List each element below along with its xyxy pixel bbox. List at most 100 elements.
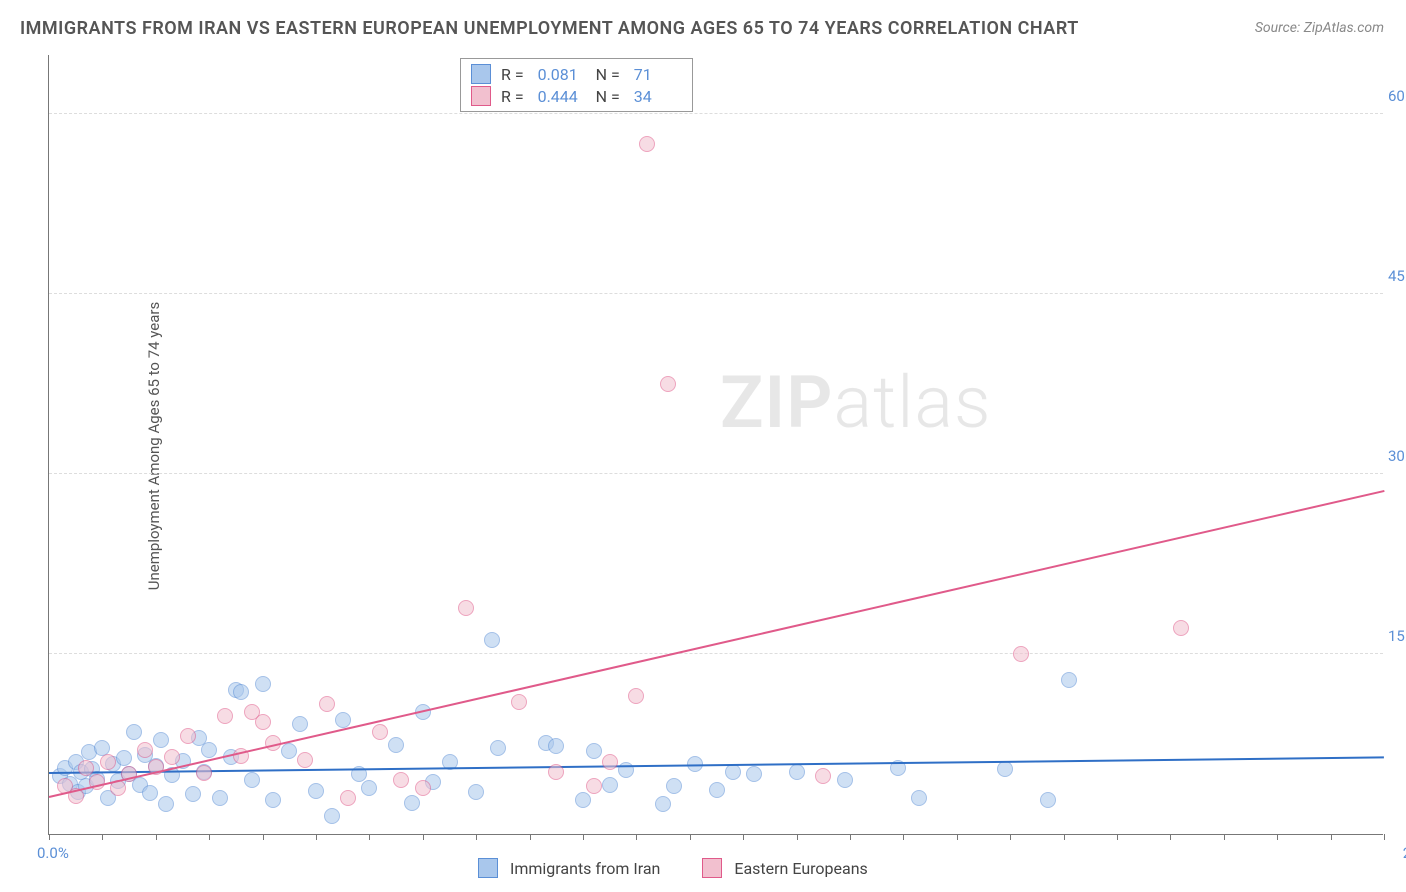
legend-stats: R = 0.081N = 71R = 0.444N = 34 <box>460 58 693 112</box>
x-tick <box>423 834 424 840</box>
y-tick-label: 60.0% <box>1388 87 1406 105</box>
x-tick <box>102 834 103 840</box>
grid-line <box>49 473 1383 474</box>
data-point <box>100 754 116 770</box>
data-point <box>340 790 356 806</box>
data-point <box>655 796 671 812</box>
data-point <box>404 795 420 811</box>
x-tick <box>903 834 904 840</box>
data-point <box>388 737 404 753</box>
y-tick-label: 45.0% <box>1388 267 1406 285</box>
x-tick <box>850 834 851 840</box>
data-point <box>639 136 655 152</box>
r-label: R = <box>501 87 528 106</box>
data-point <box>212 790 228 806</box>
grid-line <box>49 113 1383 114</box>
n-value: 71 <box>634 65 682 84</box>
x-tick <box>156 834 157 840</box>
x-tick <box>743 834 744 840</box>
x-tick <box>316 834 317 840</box>
x-tick <box>263 834 264 840</box>
data-point <box>789 764 805 780</box>
data-point <box>153 732 169 748</box>
data-point <box>164 749 180 765</box>
x-tick <box>1277 834 1278 840</box>
legend-swatch <box>478 858 498 878</box>
legend-series-name: Immigrants from Iran <box>510 859 660 878</box>
x-tick <box>1170 834 1171 840</box>
data-point <box>415 780 431 796</box>
trend-line <box>49 756 1384 774</box>
data-point <box>201 742 217 758</box>
data-point <box>116 750 132 766</box>
legend-swatch <box>471 86 491 106</box>
data-point <box>666 778 682 794</box>
data-point <box>484 632 500 648</box>
x-tick <box>369 834 370 840</box>
x-tick <box>476 834 477 840</box>
data-point <box>1040 792 1056 808</box>
data-point <box>233 684 249 700</box>
data-point <box>1173 620 1189 636</box>
data-point <box>361 780 377 796</box>
x-tick <box>583 834 584 840</box>
chart-title: IMMIGRANTS FROM IRAN VS EASTERN EUROPEAN… <box>20 18 1079 39</box>
data-point <box>372 724 388 740</box>
data-point <box>255 714 271 730</box>
data-point <box>815 768 831 784</box>
x-tick <box>49 834 50 840</box>
legend-row: R = 0.081N = 71 <box>471 63 682 85</box>
data-point <box>602 754 618 770</box>
y-tick-label: 15.0% <box>1388 627 1406 645</box>
plot-area: 0.0% 25.0% 15.0%30.0%45.0%60.0% <box>48 55 1383 835</box>
x-tick <box>1117 834 1118 840</box>
data-point <box>265 792 281 808</box>
legend-series-name: Eastern Europeans <box>734 859 867 878</box>
data-point <box>511 694 527 710</box>
trend-line <box>49 490 1384 798</box>
data-point <box>126 724 142 740</box>
data-point <box>911 790 927 806</box>
data-point <box>660 376 676 392</box>
data-point <box>586 743 602 759</box>
data-point <box>1061 672 1077 688</box>
r-value: 0.081 <box>538 65 586 84</box>
x-tick <box>797 834 798 840</box>
grid-line <box>49 653 1383 654</box>
data-point <box>628 688 644 704</box>
x-tick <box>1224 834 1225 840</box>
legend-swatch <box>471 64 491 84</box>
data-point <box>602 777 618 793</box>
r-label: R = <box>501 65 528 84</box>
data-point <box>180 728 196 744</box>
data-point <box>244 772 260 788</box>
n-label: N = <box>596 87 624 106</box>
x-tick <box>1064 834 1065 840</box>
x-tick <box>957 834 958 840</box>
data-point <box>196 765 212 781</box>
data-point <box>1013 646 1029 662</box>
n-value: 34 <box>634 87 682 106</box>
data-point <box>185 786 201 802</box>
y-tick-label: 30.0% <box>1388 447 1406 465</box>
data-point <box>490 740 506 756</box>
data-point <box>746 766 762 782</box>
data-point <box>837 772 853 788</box>
source-label: Source: ZipAtlas.com <box>1255 20 1384 36</box>
data-point <box>575 792 591 808</box>
data-point <box>468 784 484 800</box>
data-point <box>292 716 308 732</box>
data-point <box>335 712 351 728</box>
data-point <box>78 760 94 776</box>
data-point <box>281 743 297 759</box>
x-origin-label: 0.0% <box>37 844 69 862</box>
data-point <box>297 752 313 768</box>
data-point <box>308 783 324 799</box>
data-point <box>255 676 271 692</box>
legend-swatch <box>702 858 722 878</box>
data-point <box>548 764 564 780</box>
data-point <box>393 772 409 788</box>
data-point <box>548 738 564 754</box>
data-point <box>586 778 602 794</box>
grid-line <box>49 293 1383 294</box>
